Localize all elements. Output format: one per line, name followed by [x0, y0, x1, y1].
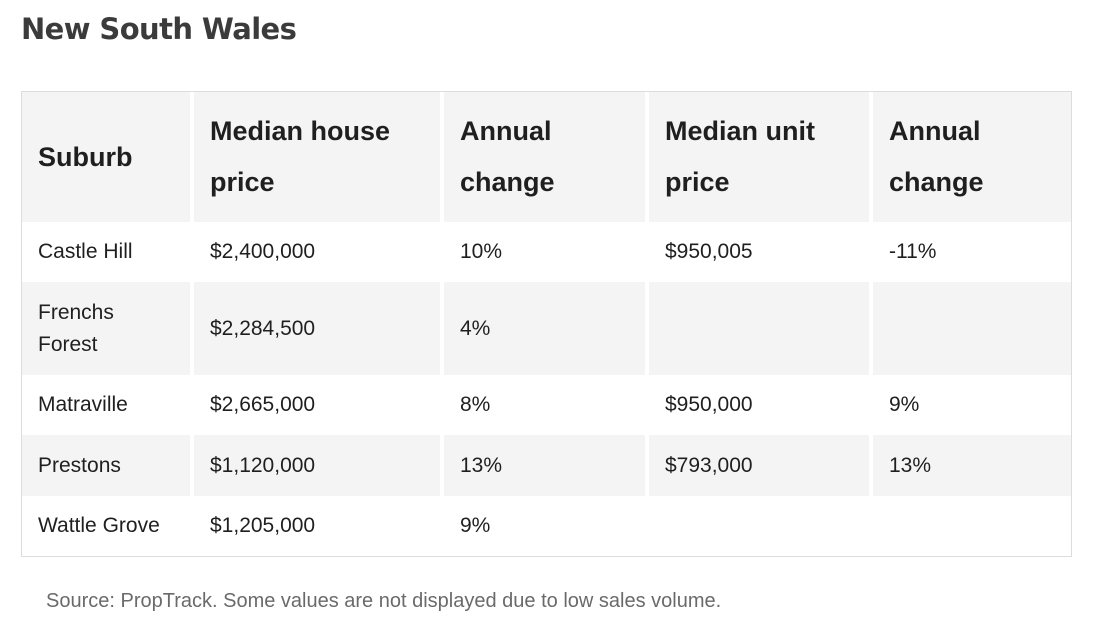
cell-suburb: Matraville	[22, 375, 190, 435]
cell-suburb: Prestons	[22, 435, 190, 496]
cell-house-change: 4%	[440, 282, 645, 375]
header-median-unit-price: Median unit price	[645, 92, 869, 222]
cell-house-change: 8%	[440, 375, 645, 435]
table-row: Castle Hill $2,400,000 10% $950,005 -11%	[22, 222, 1071, 282]
cell-house-price: $2,400,000	[190, 222, 440, 282]
header-median-house-price: Median house price	[190, 92, 440, 222]
table-header-row: Suburb Median house price Annual change …	[22, 92, 1071, 222]
cell-unit-change	[869, 282, 1071, 375]
table-row: Frenchs Forest $2,284,500 4%	[22, 282, 1071, 375]
suburb-price-table: Suburb Median house price Annual change …	[21, 91, 1072, 557]
cell-house-price: $2,284,500	[190, 282, 440, 375]
cell-unit-price: $950,005	[645, 222, 869, 282]
cell-suburb: Castle Hill	[22, 222, 190, 282]
cell-house-price: $1,120,000	[190, 435, 440, 496]
cell-unit-change	[869, 496, 1071, 556]
cell-unit-price: $950,000	[645, 375, 869, 435]
table-row: Wattle Grove $1,205,000 9%	[22, 496, 1071, 556]
source-note: Source: PropTrack. Some values are not d…	[46, 590, 722, 612]
header-unit-annual-change: Annual change	[869, 92, 1071, 222]
cell-house-change: 10%	[440, 222, 645, 282]
cell-unit-price: $793,000	[645, 435, 869, 496]
cell-house-price: $1,205,000	[190, 496, 440, 556]
cell-unit-change: 13%	[869, 435, 1071, 496]
cell-suburb: Wattle Grove	[22, 496, 190, 556]
cell-house-price: $2,665,000	[190, 375, 440, 435]
data-table: Suburb Median house price Annual change …	[22, 92, 1071, 556]
cell-house-change: 9%	[440, 496, 645, 556]
cell-unit-price	[645, 496, 869, 556]
cell-unit-price	[645, 282, 869, 375]
header-suburb: Suburb	[22, 92, 190, 222]
cell-unit-change: 9%	[869, 375, 1071, 435]
page-title: New South Wales	[21, 12, 297, 46]
table-row: Prestons $1,120,000 13% $793,000 13%	[22, 435, 1071, 496]
cell-house-change: 13%	[440, 435, 645, 496]
cell-unit-change: -11%	[869, 222, 1071, 282]
cell-suburb: Frenchs Forest	[22, 282, 190, 375]
table-row: Matraville $2,665,000 8% $950,000 9%	[22, 375, 1071, 435]
header-house-annual-change: Annual change	[440, 92, 645, 222]
